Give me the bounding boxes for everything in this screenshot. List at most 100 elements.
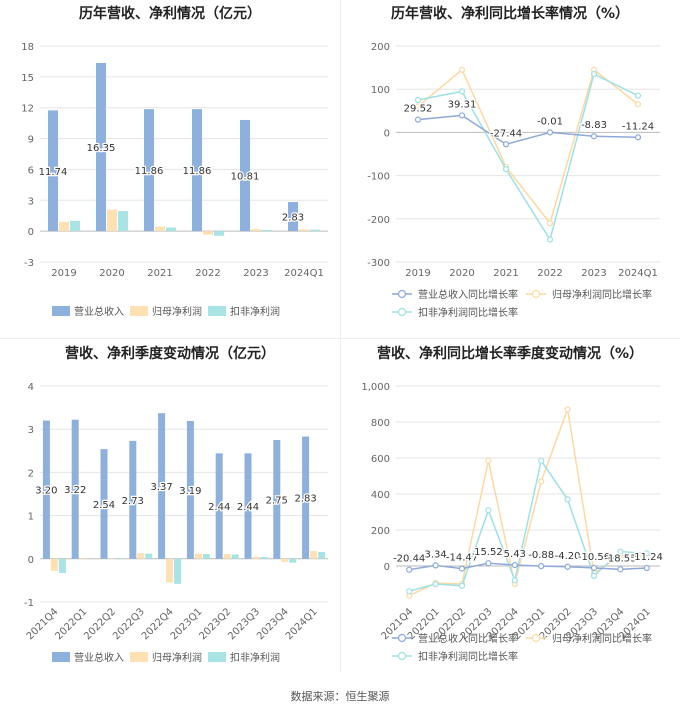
x-tick-label: 2020 bbox=[99, 268, 124, 279]
legend-label: 扣非净利润 bbox=[230, 305, 280, 318]
legend-label: 归母净利润同比增长率 bbox=[552, 632, 652, 645]
y-tick-label: -300 bbox=[367, 258, 390, 269]
chart-quarterly-growth-rate: 营收、净利同比增长率季度变动情况（%）02004006008001,000202… bbox=[361, 345, 664, 663]
bar-revenue bbox=[100, 449, 108, 559]
chart-title: 历年营收、净利同比增长率情况（%） bbox=[391, 5, 629, 22]
y-tick-label: 800 bbox=[371, 418, 390, 429]
series-point bbox=[538, 478, 545, 485]
legend-swatch bbox=[208, 306, 226, 316]
series-point bbox=[458, 66, 466, 73]
bar-revenue bbox=[302, 436, 310, 559]
y-tick-label: 100 bbox=[371, 85, 390, 96]
legend-label: 扣非净利润同比增长率 bbox=[418, 306, 518, 319]
bar-revenue bbox=[192, 109, 202, 232]
chart-quarterly-revenue-profit: 营收、净利季度变动情况（亿元）-1012342021Q42022Q12022Q2… bbox=[24, 345, 328, 664]
bar-parent-profit bbox=[310, 551, 318, 559]
vertical-divider bbox=[340, 0, 341, 672]
series-point bbox=[634, 92, 642, 99]
legend-swatch bbox=[52, 306, 70, 316]
legend-swatch bbox=[130, 306, 148, 316]
bar-parent-profit bbox=[203, 231, 213, 235]
bar-deducted-profit bbox=[214, 231, 224, 236]
legend-label: 归母净利润 bbox=[152, 651, 202, 664]
bar-parent-profit bbox=[166, 558, 174, 583]
x-tick-label: 2022 bbox=[195, 268, 220, 279]
x-tick-label: 2022 bbox=[537, 268, 562, 279]
series-point bbox=[414, 116, 422, 123]
x-tick-label: 2021 bbox=[147, 268, 172, 279]
series-point bbox=[590, 133, 598, 140]
bar-data-label: 3.20 bbox=[35, 486, 57, 497]
bar-data-label: 10.81 bbox=[231, 172, 260, 183]
x-tick-label: 2019 bbox=[405, 268, 430, 279]
bar-deducted-profit bbox=[202, 554, 210, 559]
bar-data-label: 2.83 bbox=[294, 494, 316, 505]
line-data-label: -14.47 bbox=[446, 553, 478, 564]
legend-label: 扣非净利润同比增长率 bbox=[418, 650, 518, 663]
bar-data-label: 3.19 bbox=[179, 486, 201, 497]
bar-parent-profit bbox=[251, 229, 261, 232]
series-point bbox=[502, 141, 510, 148]
y-tick-label: 12 bbox=[21, 104, 34, 115]
y-tick-label: 400 bbox=[371, 490, 390, 501]
bar-deducted-profit bbox=[231, 554, 239, 559]
bar-parent-profit bbox=[137, 553, 145, 559]
series-point bbox=[432, 580, 439, 588]
legend-label: 营业总收入同比增长率 bbox=[418, 632, 518, 645]
legend-label: 扣非净利润 bbox=[230, 651, 280, 664]
series-point bbox=[511, 577, 518, 584]
line-data-label: -20.44 bbox=[393, 554, 425, 565]
line-data-label: -11.24 bbox=[622, 121, 654, 132]
series-point bbox=[546, 129, 554, 136]
y-tick-label: 1,000 bbox=[361, 382, 390, 393]
legend-swatch bbox=[52, 652, 70, 662]
legend-label: 营业总收入同比增长率 bbox=[418, 288, 518, 301]
bar-deducted-profit bbox=[262, 229, 272, 232]
y-tick-label: 1 bbox=[28, 512, 34, 523]
x-tick-label: 2023 bbox=[243, 268, 268, 279]
series-line bbox=[417, 114, 639, 146]
y-tick-label: 4 bbox=[28, 382, 34, 393]
series-point bbox=[485, 457, 492, 464]
legend-swatch bbox=[208, 652, 226, 662]
bar-revenue bbox=[48, 110, 58, 232]
y-tick-label: 15 bbox=[21, 73, 34, 84]
x-tick-label: 2020 bbox=[449, 268, 474, 279]
y-tick-label: 600 bbox=[371, 454, 390, 465]
bar-parent-profit bbox=[79, 557, 87, 559]
series-point bbox=[414, 96, 422, 104]
series-line bbox=[417, 73, 639, 242]
bar-parent-profit bbox=[59, 221, 69, 232]
y-tick-label: 9 bbox=[28, 135, 34, 146]
bar-data-label: 11.86 bbox=[183, 166, 212, 177]
y-tick-label: 0 bbox=[28, 555, 34, 566]
bar-data-label: 2.83 bbox=[282, 213, 304, 224]
line-data-label: 3.34 bbox=[424, 549, 446, 560]
bar-deducted-profit bbox=[87, 558, 95, 559]
chart-annual-revenue-profit: 历年营收、净利情况（亿元） -3 0 3 6 9 12 15 18 2019 2020 2021 202… bbox=[21, 5, 328, 318]
y-tick-label: -100 bbox=[367, 172, 390, 183]
line-data-label: 15.52 bbox=[474, 547, 503, 558]
bar-data-label: 3.22 bbox=[64, 485, 86, 496]
series-point bbox=[458, 565, 466, 572]
line-data-label: 29.52 bbox=[404, 104, 433, 115]
legend-swatch bbox=[130, 652, 148, 662]
x-tick-label: 2021 bbox=[493, 268, 518, 279]
bar-parent-profit bbox=[299, 229, 309, 232]
bar-parent-profit bbox=[194, 553, 202, 559]
series-point bbox=[538, 457, 545, 464]
x-tick-label: 2019 bbox=[51, 268, 76, 279]
bar-revenue bbox=[71, 419, 79, 559]
bar-deducted-profit bbox=[70, 220, 80, 232]
bar-revenue bbox=[42, 420, 50, 559]
y-tick-label: 0 bbox=[384, 128, 390, 139]
x-tick-label: 2024Q1 bbox=[284, 606, 320, 642]
y-tick-label: -1 bbox=[24, 598, 34, 609]
series-point bbox=[564, 496, 571, 503]
line-data-label: -10.56 bbox=[578, 552, 610, 563]
legend-marker bbox=[397, 289, 407, 299]
bar-deducted-profit bbox=[58, 558, 66, 574]
data-source: 数据来源：恒生聚源 bbox=[290, 690, 390, 703]
bar-data-label: 2.44 bbox=[237, 502, 259, 513]
y-tick-label: 200 bbox=[371, 42, 390, 53]
